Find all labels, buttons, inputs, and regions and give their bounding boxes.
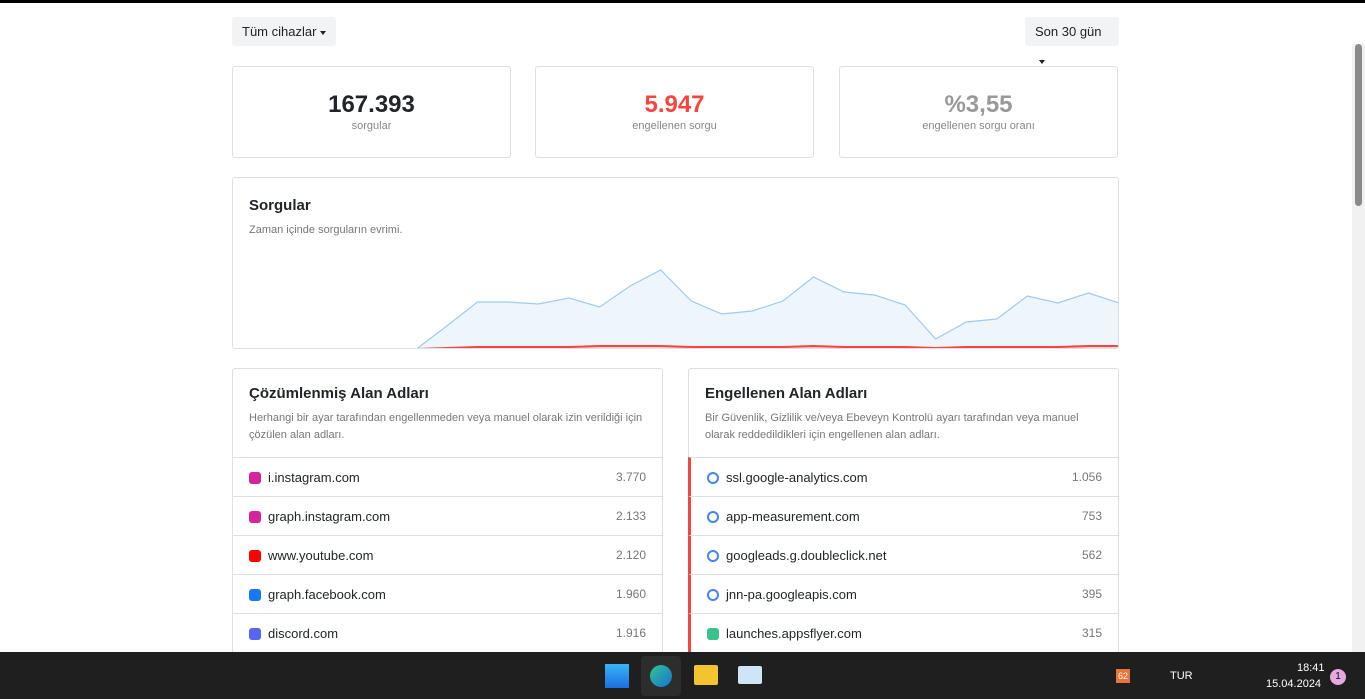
domain-row[interactable]: discord.com 1.916: [233, 613, 662, 653]
domain-icon: [707, 550, 719, 562]
domain-count: 2.133: [615, 509, 646, 523]
chart-title: Sorgular: [249, 197, 311, 214]
domain-icon: [249, 589, 261, 601]
resolved-card: Çözümlenmiş Alan Adları Herhangi bir aya…: [232, 368, 663, 688]
series-line: [416, 269, 1118, 348]
stat-card: %3,55 engellenen sorgu oranı: [839, 66, 1118, 158]
edge-app[interactable]: [641, 656, 681, 696]
domain-name: www.youtube.com: [268, 548, 374, 563]
domain-row[interactable]: launches.appsflyer.com 315: [688, 613, 1118, 653]
domain-row[interactable]: graph.instagram.com 2.133: [233, 496, 662, 536]
series-area: [417, 270, 1118, 348]
blocked-card: Engellenen Alan Adları Bir Güvenlik, Giz…: [688, 368, 1119, 688]
stat-value: 5.947: [644, 91, 705, 118]
domain-name: app-measurement.com: [726, 509, 860, 524]
stat-label: engellenen sorgu oranı: [922, 120, 1035, 132]
domain-row[interactable]: graph.facebook.com 1.960: [233, 574, 662, 614]
period-filter[interactable]: Son 30 gün: [1025, 17, 1119, 46]
stat-value: %3,55: [944, 91, 1013, 118]
domain-count: 315: [1081, 626, 1102, 640]
stat-label: engellenen sorgu: [632, 120, 717, 132]
taskbar: 62 TUR 18:41 15.04.2024 1: [0, 652, 1365, 699]
domain-icon: [249, 472, 261, 484]
domain-row[interactable]: www.youtube.com 2.120: [233, 535, 662, 575]
domain-row[interactable]: app-measurement.com 753: [688, 496, 1118, 536]
domain-name: jnn-pa.googleapis.com: [726, 587, 857, 602]
domain-icon: [249, 550, 261, 562]
domain-count: 2.120: [615, 548, 646, 562]
clock-date[interactable]: 15.04.2024: [1266, 678, 1322, 690]
top-bar: [0, 0, 1365, 3]
chart-subtitle: Zaman içinde sorguların evrimi.: [249, 224, 403, 236]
area-chart: [233, 269, 1118, 348]
card-title: Engellenen Alan Adları: [705, 385, 868, 402]
domain-row[interactable]: jnn-pa.googleapis.com 395: [688, 574, 1118, 614]
scrollbar[interactable]: [1352, 44, 1365, 652]
battery-icon[interactable]: 62: [1116, 669, 1130, 683]
series-line: [233, 344, 1118, 348]
domain-name: discord.com: [268, 626, 339, 641]
clock-time[interactable]: 18:41: [1297, 662, 1325, 674]
domain-count: 562: [1081, 548, 1102, 562]
device-filter[interactable]: Tüm cihazlar: [232, 17, 337, 46]
stat-card: 167.393 sorgular: [232, 66, 511, 158]
domain-count: 3.770: [615, 470, 646, 484]
stat-value: 167.393: [328, 91, 415, 118]
notification-badge[interactable]: 1: [1330, 669, 1346, 685]
domain-count: 753: [1081, 509, 1102, 523]
domain-name: ssl.google-analytics.com: [726, 470, 868, 485]
domain-count: 395: [1081, 587, 1102, 601]
explorer-app[interactable]: [694, 665, 718, 685]
domain-row[interactable]: i.instagram.com 3.770: [233, 457, 662, 497]
domain-count: 1.960: [615, 587, 646, 601]
card-description: Bir Güvenlik, Gizlilik ve/veya Ebeveyn K…: [705, 412, 1079, 441]
chart-card: Sorgular Zaman içinde sorguların evrimi.: [232, 177, 1119, 349]
domain-row[interactable]: ssl.google-analytics.com 1.056: [688, 457, 1118, 497]
domain-row[interactable]: googleads.g.doubleclick.net 562: [688, 535, 1118, 575]
monitor-app[interactable]: [738, 666, 762, 684]
domain-name: googleads.g.doubleclick.net: [726, 548, 887, 563]
domain-icon: [249, 628, 261, 640]
stat-label: sorgular: [351, 120, 392, 132]
domain-name: graph.instagram.com: [268, 509, 391, 524]
domain-name: i.instagram.com: [268, 470, 360, 485]
start-button[interactable]: [605, 664, 629, 688]
card-title: Çözümlenmiş Alan Adları: [249, 385, 429, 402]
domain-count: 1.056: [1071, 470, 1102, 484]
scroll-thumb[interactable]: [1355, 44, 1362, 206]
domain-name: graph.facebook.com: [268, 587, 386, 602]
domain-icon: [707, 589, 719, 601]
domain-icon: [707, 511, 719, 523]
card-description: Herhangi bir ayar tarafından engellenmed…: [249, 412, 643, 441]
stat-card: 5.947 engellenen sorgu: [535, 66, 814, 158]
language[interactable]: TUR: [1170, 670, 1193, 682]
domain-name: launches.appsflyer.com: [726, 626, 862, 641]
domain-icon: [707, 628, 719, 640]
domain-count: 1.916: [615, 626, 646, 640]
domain-icon: [249, 511, 261, 523]
domain-icon: [707, 472, 719, 484]
